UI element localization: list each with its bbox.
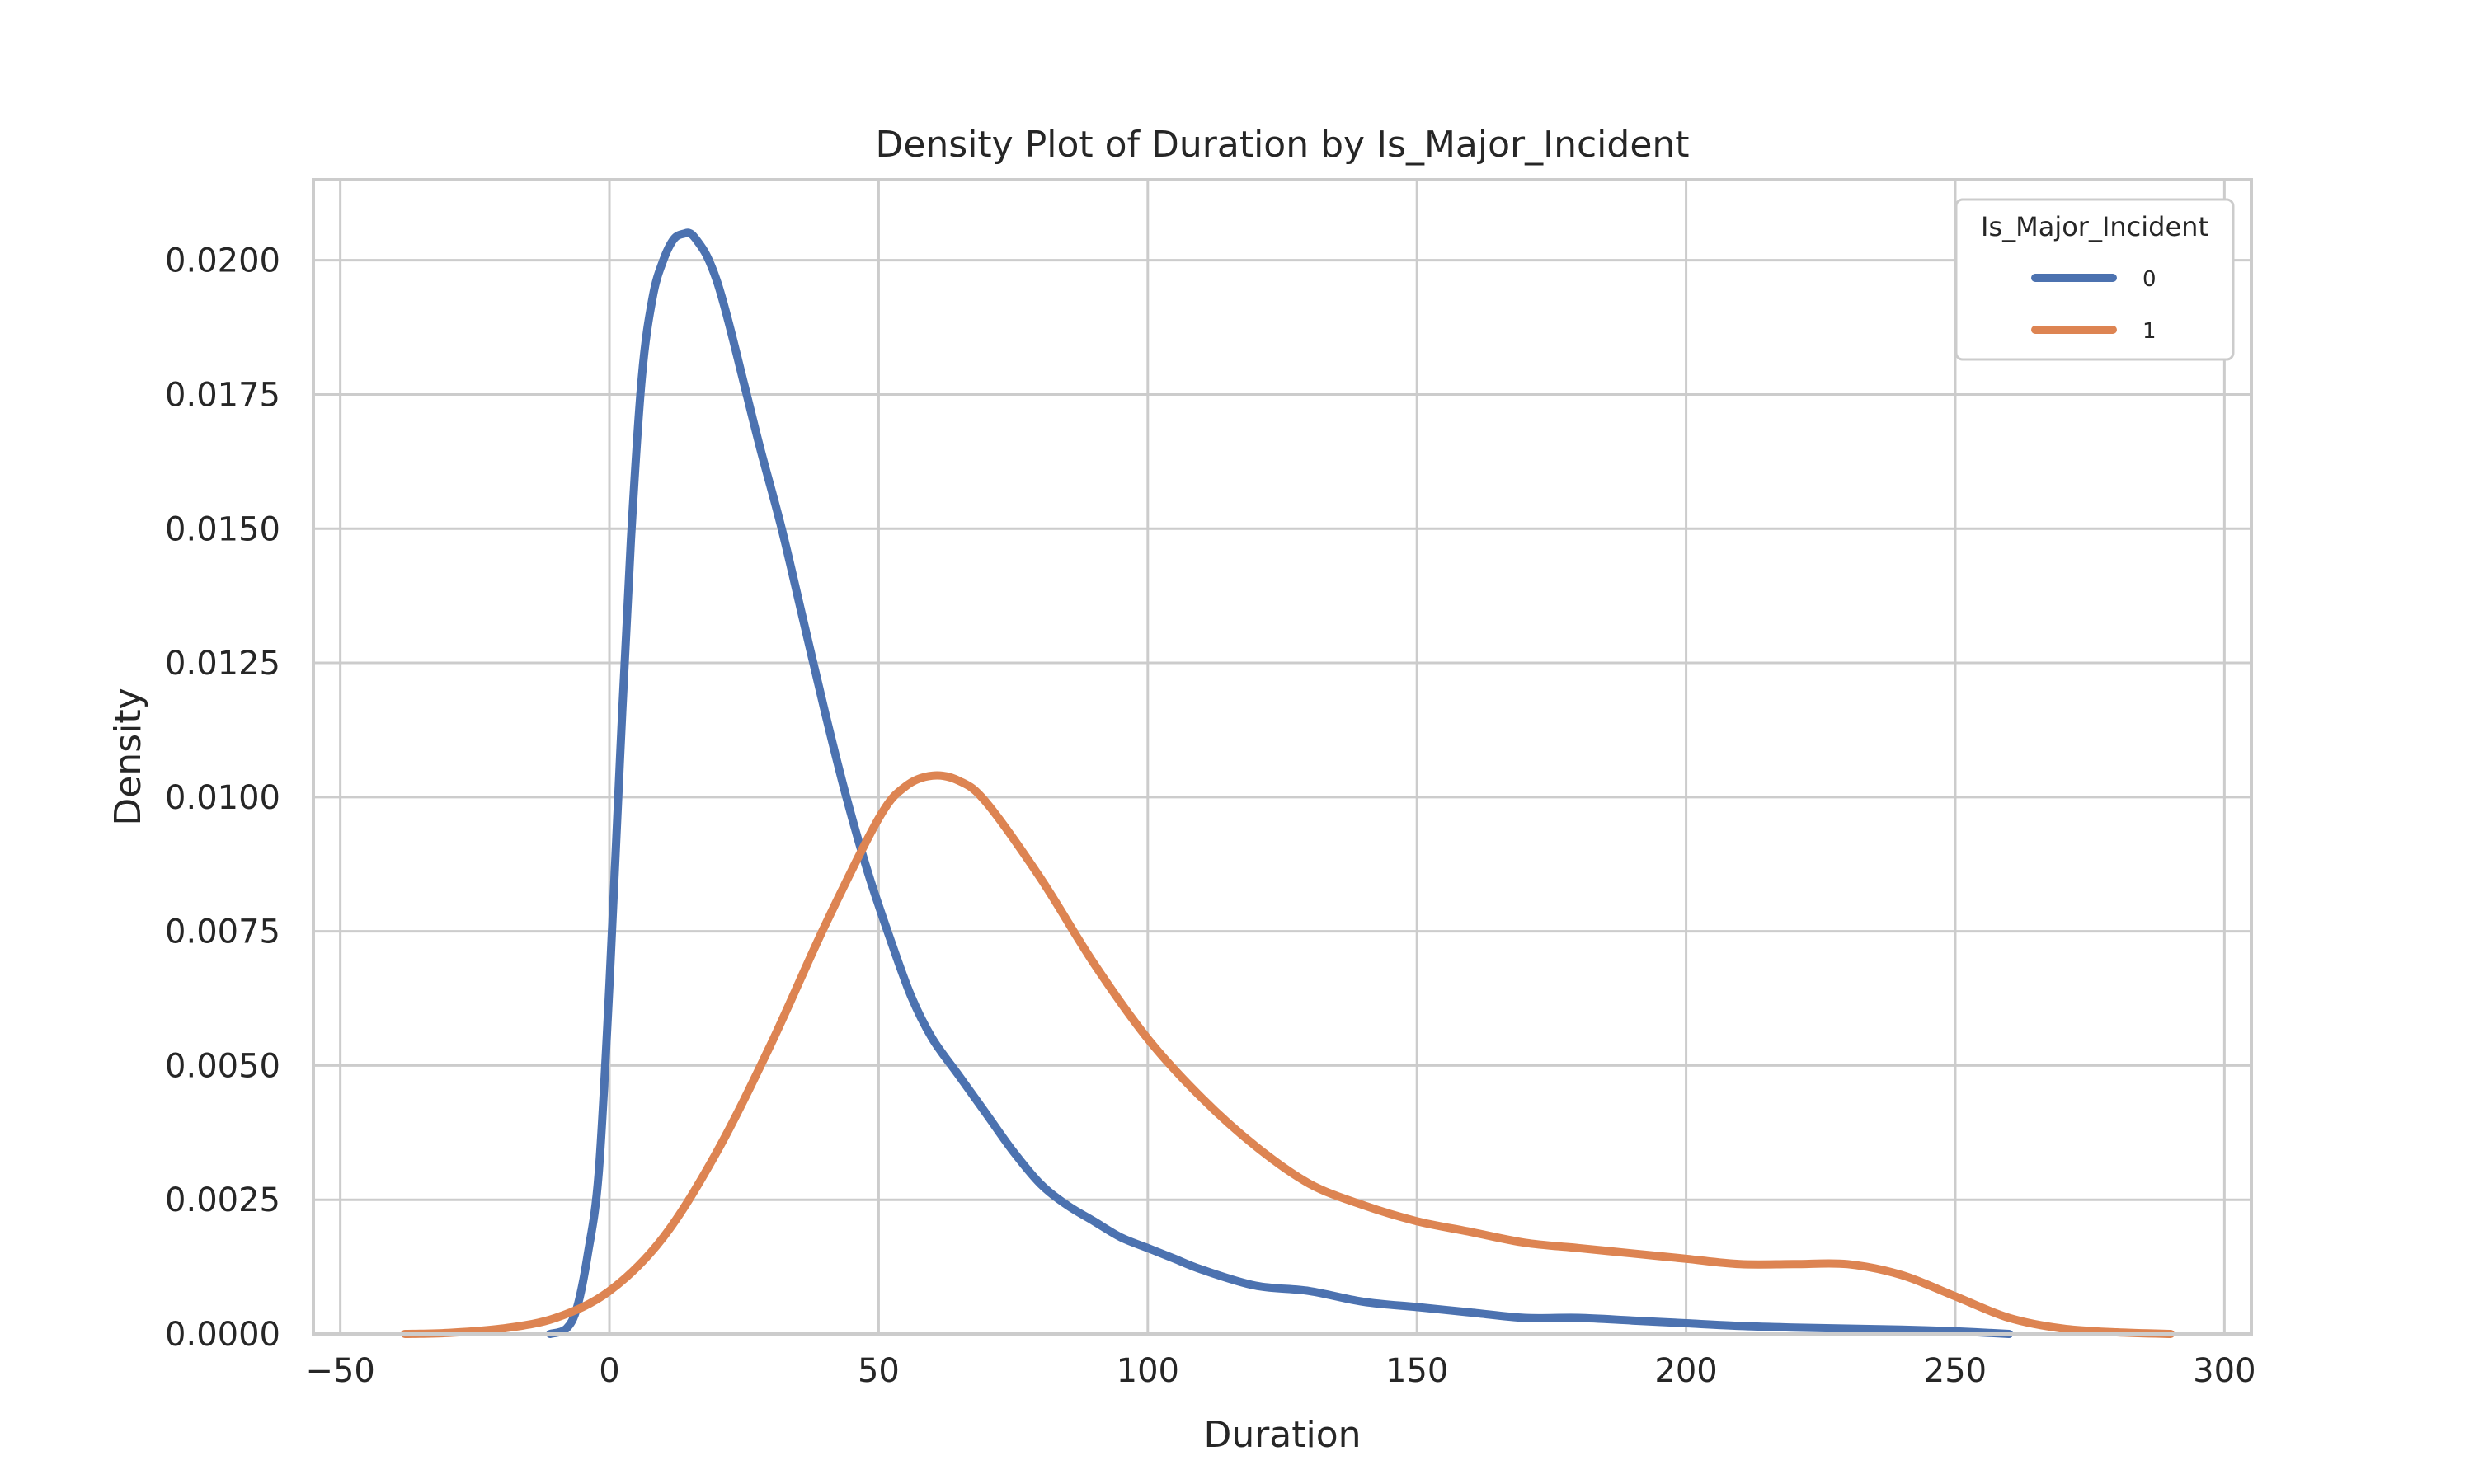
y-tick-label: 0.0025 [165, 1181, 280, 1219]
x-axis-label: Duration [1203, 1414, 1361, 1456]
y-axis-ticks: 0.0000 0.0025 0.0050 0.0075 0.0100 0.0125 0.01… [165, 242, 280, 1354]
x-axis-ticks: −50 0 50 100 150 200 250 300 [305, 1352, 2255, 1390]
y-tick-label: 0.0075 [165, 913, 280, 951]
legend-label-1: 1 [2142, 319, 2157, 344]
y-tick-label: 0.0150 [165, 510, 280, 548]
y-tick-label: 0.0175 [165, 376, 280, 414]
y-tick-label: 0.0200 [165, 242, 280, 280]
chart-title: Density Plot of Duration by Is_Major_Inc… [875, 124, 1689, 166]
x-tick-label: 50 [858, 1352, 900, 1390]
x-tick-label: −50 [305, 1352, 374, 1390]
plot-lines [401, 228, 2175, 1338]
x-tick-label: 200 [1654, 1352, 1717, 1390]
x-tick-label: 0 [599, 1352, 619, 1390]
series-line-0 [546, 228, 2014, 1338]
x-tick-label: 300 [2193, 1352, 2255, 1390]
y-tick-label: 0.0100 [165, 779, 280, 817]
y-tick-label: 0.0125 [165, 645, 280, 683]
y-axis-label: Density [107, 688, 149, 825]
plot-frame [312, 178, 2253, 1336]
grid [313, 180, 2251, 1336]
x-tick-label: 150 [1385, 1352, 1448, 1390]
legend-label-0: 0 [2142, 267, 2157, 292]
series-line-1 [401, 771, 2175, 1338]
y-tick-label: 0.0000 [165, 1316, 280, 1354]
x-tick-label: 250 [1924, 1352, 1987, 1390]
y-tick-label: 0.0050 [165, 1047, 280, 1085]
legend-items: 01 [2031, 267, 2157, 344]
legend: Is_Major_Incident 01 [1954, 198, 2235, 361]
x-tick-label: 100 [1117, 1352, 1179, 1390]
legend-title: Is_Major_Incident [1981, 211, 2208, 242]
